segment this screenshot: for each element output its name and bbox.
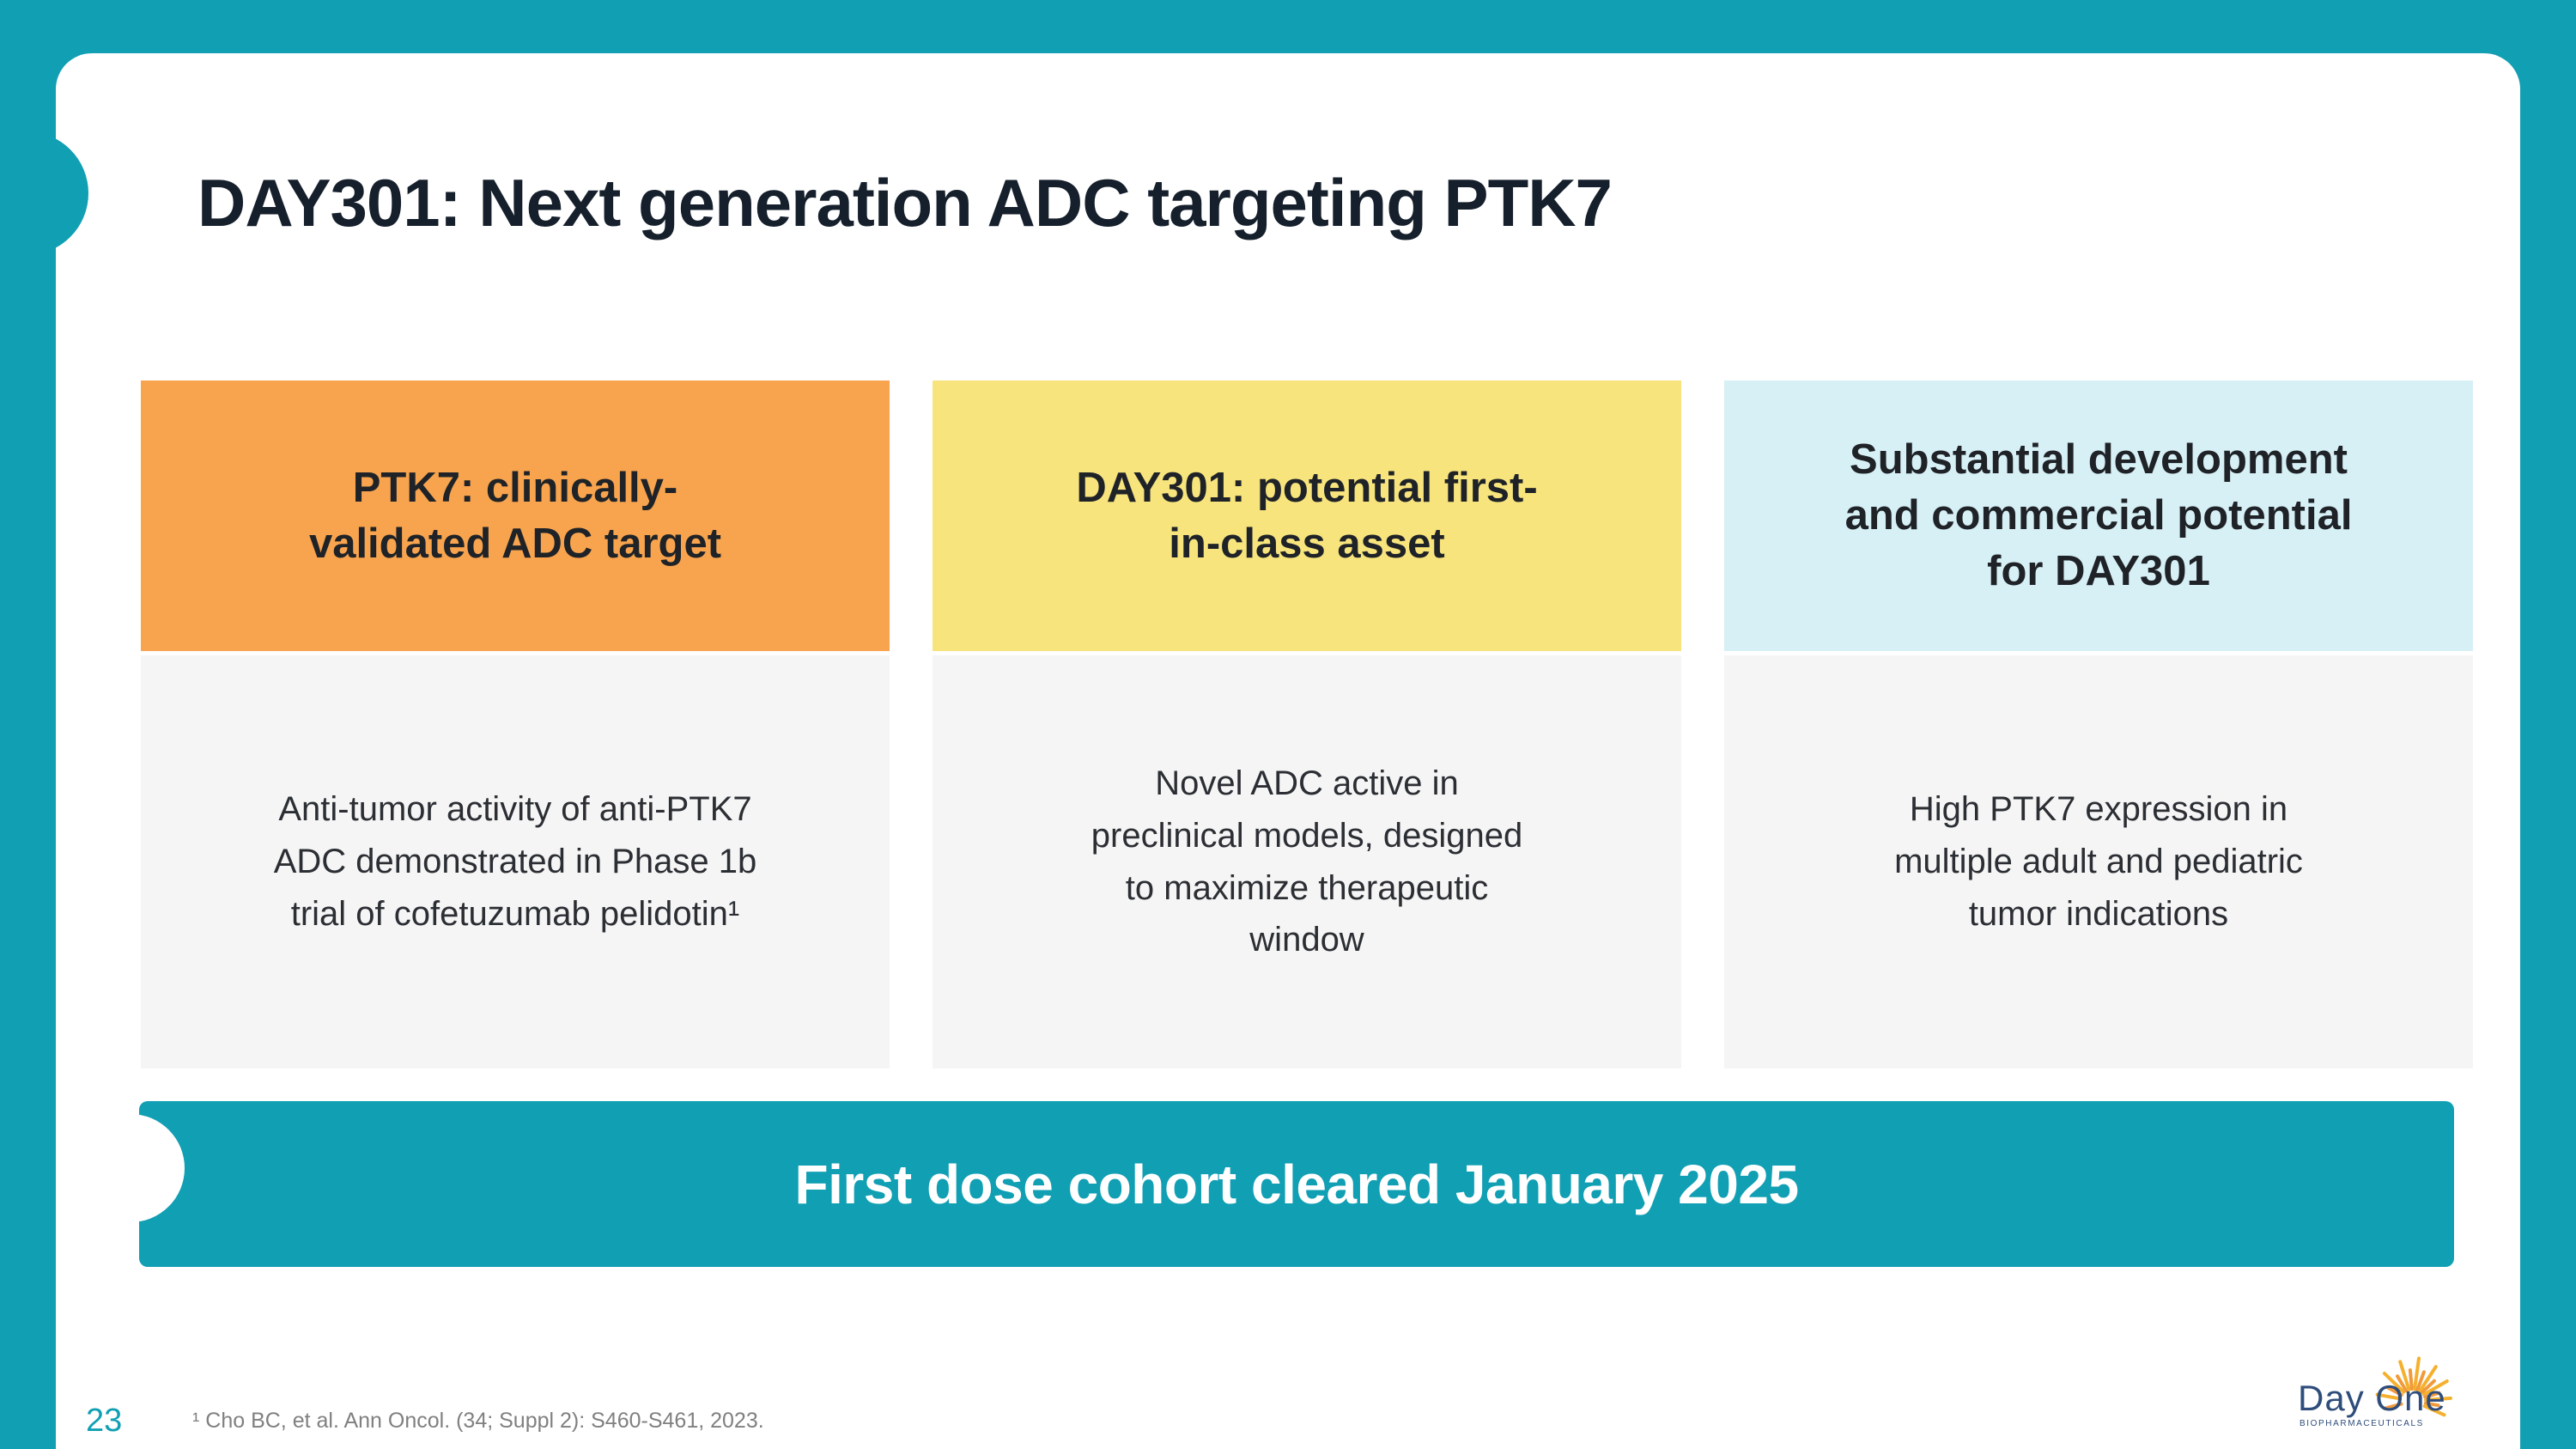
highlight-cards: PTK7: clinically- validated ADC target A…: [141, 381, 2474, 1068]
card-commercial-potential: Substantial development and commercial p…: [1724, 381, 2473, 1068]
card-body-text: Anti-tumor activity of anti-PTK7 ADC dem…: [141, 655, 890, 1068]
page-number: 23: [86, 1403, 123, 1439]
sunburst-icon: [2375, 1356, 2452, 1417]
card-ptk7-target: PTK7: clinically- validated ADC target A…: [141, 381, 890, 1068]
day-one-wordmark: Day One: [2298, 1378, 2446, 1418]
card-header-orange: PTK7: clinically- validated ADC target: [141, 381, 890, 651]
card-header-yellow: DAY301: potential first- in-class asset: [933, 381, 1681, 651]
card-body-text: High PTK7 expression in multiple adult a…: [1724, 655, 2473, 1068]
card-day301-asset: DAY301: potential first- in-class asset …: [933, 381, 1681, 1068]
milestone-banner-text: First dose cohort cleared January 2025: [794, 1153, 1799, 1215]
card-body-text: Novel ADC active in preclinical models, …: [933, 655, 1681, 1068]
day-one-subtext: BIOPHARMACEUTICALS: [2300, 1419, 2424, 1428]
day-one-logo: Day One BIOPHARMACEUTICALS: [2298, 1354, 2478, 1440]
banner-notch-decoration: [76, 1114, 185, 1222]
milestone-banner: First dose cohort cleared January 2025: [139, 1101, 2454, 1267]
footnote-citation: ¹ Cho BC, et al. Ann Oncol. (34; Suppl 2…: [192, 1409, 764, 1433]
page-title: DAY301: Next generation ADC targeting PT…: [197, 165, 1613, 240]
card-header-cyan: Substantial development and commercial p…: [1724, 381, 2473, 651]
